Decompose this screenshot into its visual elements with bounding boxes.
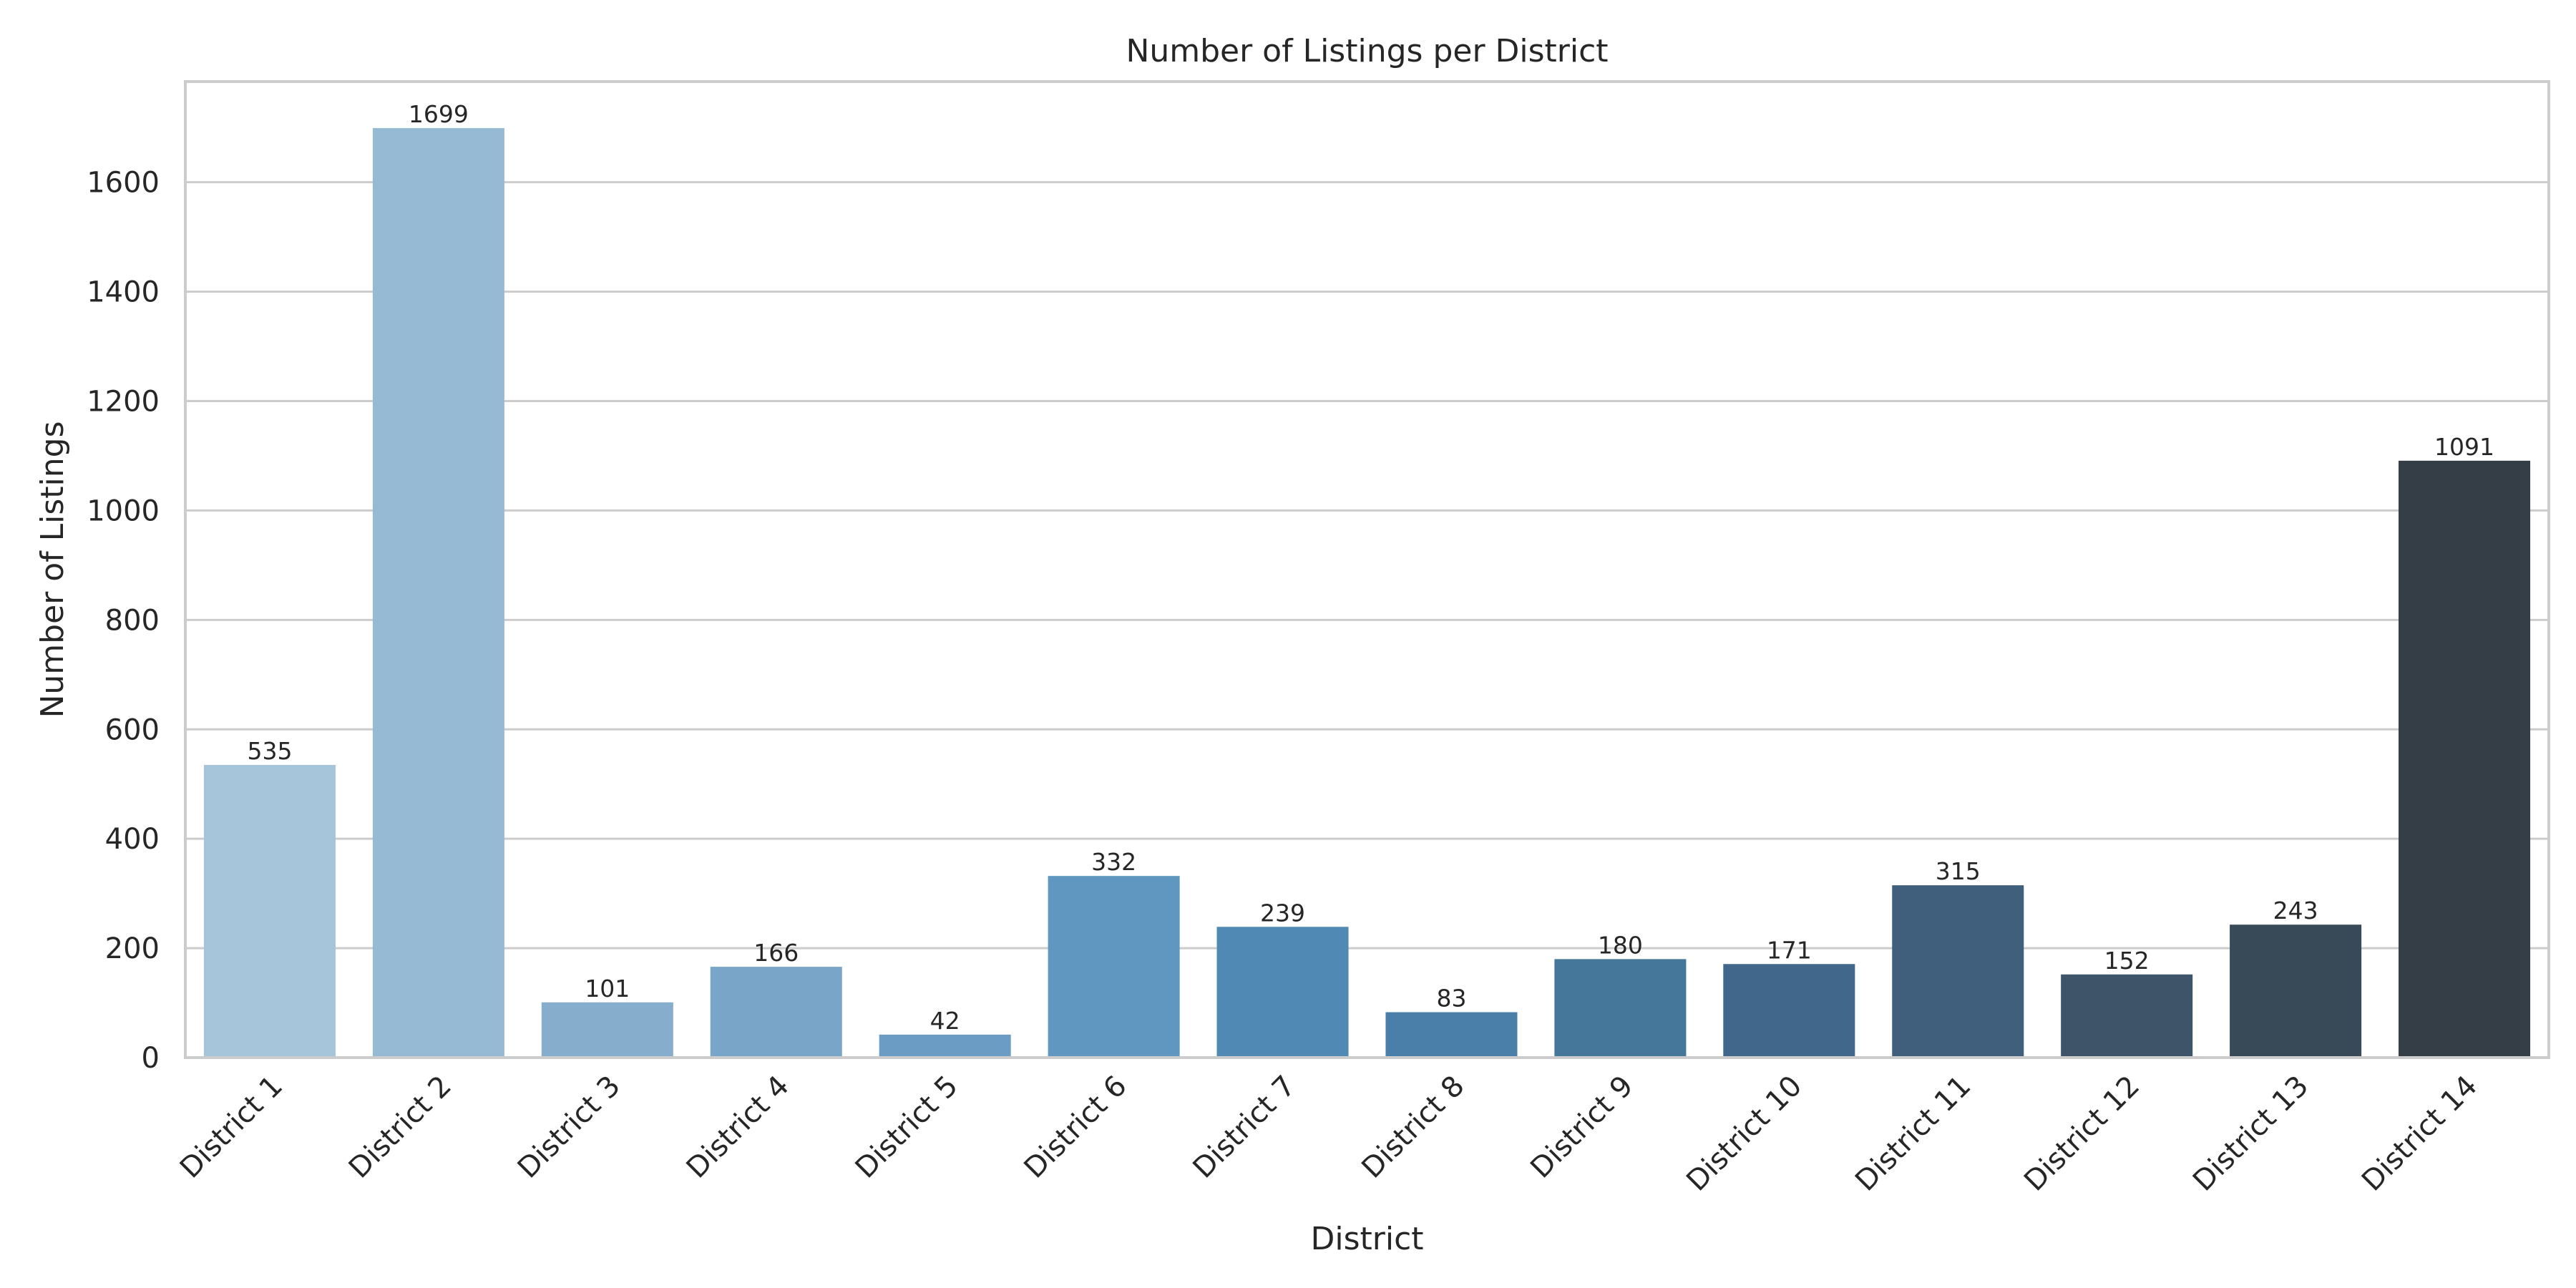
data-label: 315 xyxy=(1936,857,1981,885)
y-axis-label: Number of Listings xyxy=(34,421,71,718)
y-tick-labels: 0 200 400 600 800 1000 1200 1400 1600 xyxy=(87,167,160,1075)
bar xyxy=(1723,964,1855,1058)
x-tick-label: District 10 xyxy=(1680,1070,1808,1198)
data-label: 332 xyxy=(1091,848,1136,876)
y-tick-label: 1000 xyxy=(87,494,160,527)
y-tick-label: 200 xyxy=(105,932,160,965)
x-tick-label: District 1 xyxy=(174,1070,289,1185)
bar xyxy=(372,127,504,1058)
data-label: 243 xyxy=(2273,897,2318,924)
data-label: 42 xyxy=(930,1007,960,1035)
x-tick-labels: District 1 District 2 District 3 District 4… xyxy=(174,1070,2484,1198)
x-tick-label: District 5 xyxy=(849,1070,965,1185)
y-tick-label: 1200 xyxy=(87,386,160,419)
data-label: 180 xyxy=(1598,931,1643,959)
bar xyxy=(2399,460,2531,1058)
x-tick-label: District 11 xyxy=(1849,1070,1977,1198)
data-label: 171 xyxy=(1767,936,1812,964)
bar xyxy=(203,764,336,1058)
bar xyxy=(2061,974,2193,1058)
grid-lines xyxy=(185,181,2549,1059)
chart-title: Number of Listings per District xyxy=(1126,33,1608,69)
y-tick-label: 1600 xyxy=(87,167,160,200)
data-labels: 535 1699 101 166 42 332 239 83 180 171 315 152 243 10… xyxy=(247,100,2494,1035)
data-label: 1091 xyxy=(2434,433,2494,461)
bar xyxy=(2230,924,2362,1058)
x-tick-label: District 2 xyxy=(343,1070,458,1185)
plot-frame xyxy=(184,80,2550,1059)
data-label: 152 xyxy=(2104,947,2150,975)
x-tick-label: District 13 xyxy=(2187,1070,2315,1198)
y-tick-label: 1400 xyxy=(87,276,160,309)
bar xyxy=(879,1034,1011,1058)
bar xyxy=(1216,927,1349,1058)
y-tick-label: 400 xyxy=(105,823,160,856)
x-tick-label: District 7 xyxy=(1186,1070,1302,1185)
bar xyxy=(541,1002,673,1058)
data-label: 166 xyxy=(753,939,799,967)
x-tick-label: District 4 xyxy=(680,1070,796,1185)
data-label: 83 xyxy=(1436,985,1466,1013)
bar xyxy=(1554,959,1687,1058)
y-tick-label: 0 xyxy=(142,1042,160,1075)
bar xyxy=(1892,885,2024,1058)
data-label: 239 xyxy=(1260,899,1305,927)
bar xyxy=(1385,1012,1518,1058)
data-label: 535 xyxy=(247,737,292,765)
y-tick-label: 600 xyxy=(105,713,160,746)
x-axis-label: District xyxy=(1310,1221,1423,1257)
x-tick-label: District 12 xyxy=(2018,1070,2146,1198)
bar xyxy=(1048,876,1180,1058)
x-tick-label: District 3 xyxy=(512,1070,627,1185)
bar xyxy=(710,967,842,1058)
x-tick-label: District 14 xyxy=(2356,1070,2484,1198)
x-tick-label: District 6 xyxy=(1018,1070,1133,1185)
data-label: 101 xyxy=(585,975,630,1002)
bars xyxy=(203,127,2531,1058)
x-tick-label: District 8 xyxy=(1355,1070,1470,1185)
data-label: 1699 xyxy=(409,100,469,128)
y-tick-label: 800 xyxy=(105,604,160,637)
x-tick-label: District 9 xyxy=(1524,1070,1639,1185)
